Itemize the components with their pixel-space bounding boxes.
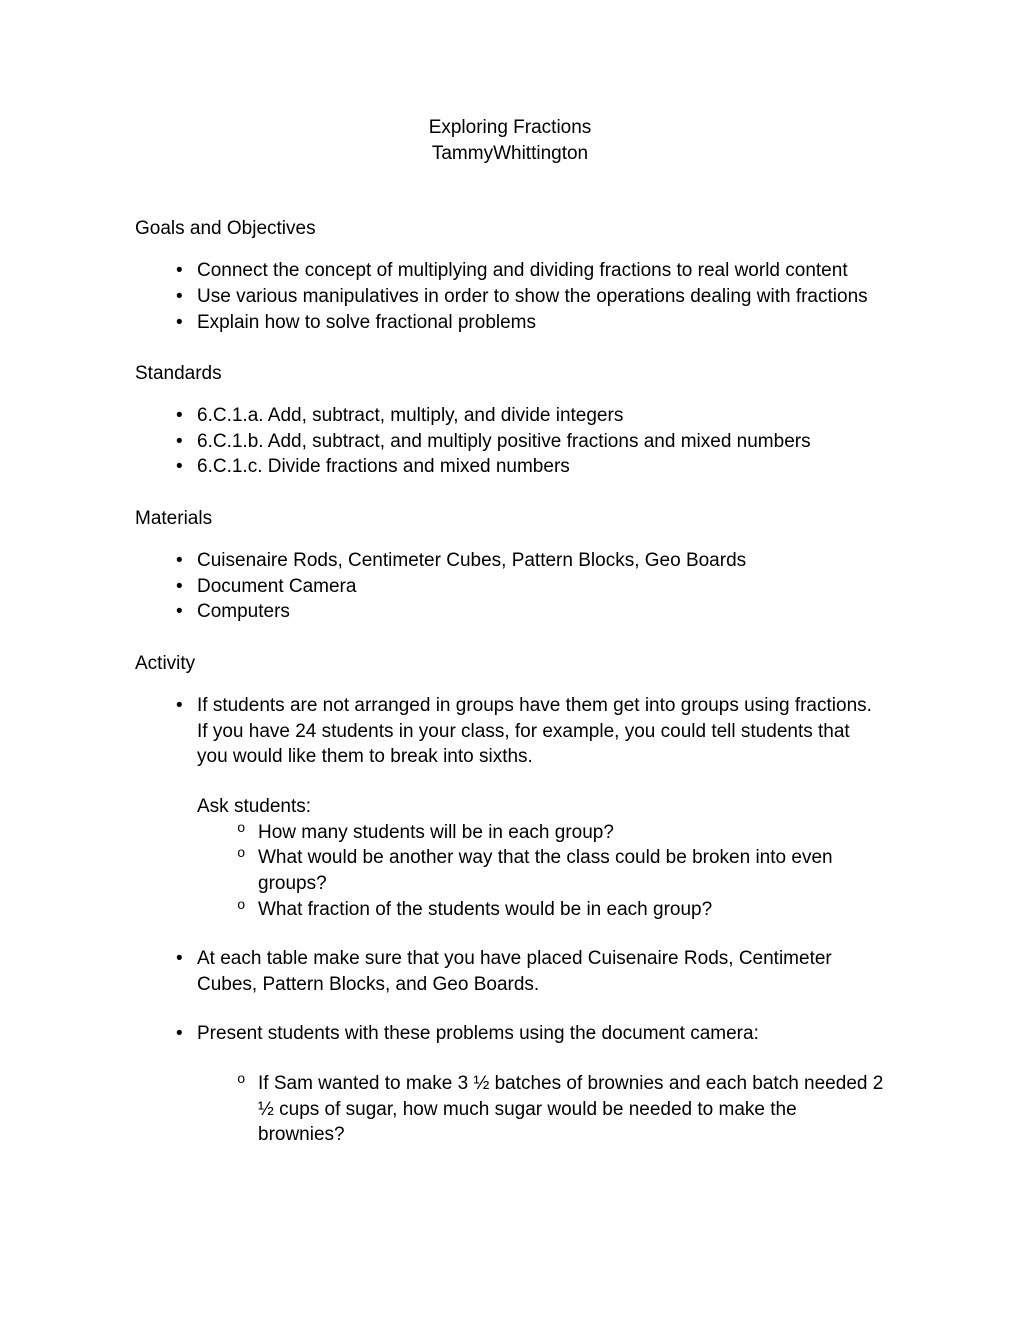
- ask-students-label: Ask students:: [135, 794, 885, 820]
- activity-item: At each table make sure that you have pl…: [135, 946, 885, 997]
- ask-students-list: How many students will be in each group?…: [135, 820, 885, 923]
- materials-item: Computers: [135, 599, 885, 625]
- goals-heading: Goals and Objectives: [135, 218, 885, 240]
- activity-list-3: Present students with these problems usi…: [135, 1021, 885, 1047]
- document-page: Exploring Fractions TammyWhittington Goa…: [0, 0, 1020, 1228]
- goals-item: Connect the concept of multiplying and d…: [135, 258, 885, 284]
- ask-students-item: What would be another way that the class…: [135, 845, 885, 896]
- title-line-1: Exploring Fractions: [135, 115, 885, 141]
- standards-heading: Standards: [135, 363, 885, 385]
- materials-list: Cuisenaire Rods, Centimeter Cubes, Patte…: [135, 548, 885, 625]
- materials-heading: Materials: [135, 508, 885, 530]
- activity-list: If students are not arranged in groups h…: [135, 693, 885, 770]
- standards-list: 6.C.1.a. Add, subtract, multiply, and di…: [135, 403, 885, 480]
- title-block: Exploring Fractions TammyWhittington: [135, 115, 885, 166]
- ask-students-item: How many students will be in each group?: [135, 820, 885, 846]
- problem-item: If Sam wanted to make 3 ½ batches of bro…: [135, 1071, 885, 1148]
- standards-item: 6.C.1.c. Divide fractions and mixed numb…: [135, 454, 885, 480]
- goals-item: Explain how to solve fractional problems: [135, 310, 885, 336]
- activity-item: If students are not arranged in groups h…: [135, 693, 885, 770]
- goals-item: Use various manipulatives in order to sh…: [135, 284, 885, 310]
- materials-item: Cuisenaire Rods, Centimeter Cubes, Patte…: [135, 548, 885, 574]
- materials-item: Document Camera: [135, 574, 885, 600]
- activity-item: Present students with these problems usi…: [135, 1021, 885, 1047]
- problems-list: If Sam wanted to make 3 ½ batches of bro…: [135, 1071, 885, 1148]
- standards-item: 6.C.1.a. Add, subtract, multiply, and di…: [135, 403, 885, 429]
- activity-heading: Activity: [135, 653, 885, 675]
- goals-list: Connect the concept of multiplying and d…: [135, 258, 885, 335]
- title-line-2: TammyWhittington: [135, 141, 885, 167]
- ask-students-item: What fraction of the students would be i…: [135, 897, 885, 923]
- activity-list-2: At each table make sure that you have pl…: [135, 946, 885, 997]
- standards-item: 6.C.1.b. Add, subtract, and multiply pos…: [135, 429, 885, 455]
